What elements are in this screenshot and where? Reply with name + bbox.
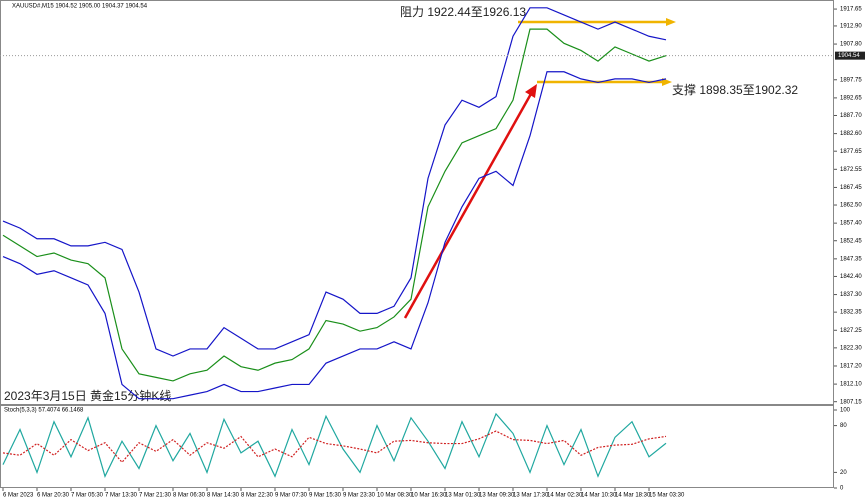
annotation: 2023年3月15日 黄金15分钟K线 bbox=[4, 388, 171, 403]
y-tick-label: 1897.75 bbox=[840, 77, 862, 83]
y-tick-label: 1867.45 bbox=[840, 185, 862, 191]
trend-arrowhead bbox=[525, 84, 537, 98]
annotation: 支撑 1898.35至1902.32 bbox=[672, 82, 798, 97]
y-tick-label: 1907.80 bbox=[840, 42, 862, 48]
series-line bbox=[2, 7, 667, 357]
series-line bbox=[2, 28, 667, 382]
y-tick-label: 1857.40 bbox=[840, 221, 862, 227]
y-tick-label: 1812.10 bbox=[840, 382, 862, 388]
x-tick-label: 9 Mar 23:30 bbox=[343, 493, 376, 499]
series-line bbox=[2, 71, 667, 400]
series-line bbox=[2, 430, 667, 464]
y-tick-label: 1862.50 bbox=[840, 203, 862, 209]
y-tick-label: 1817.20 bbox=[840, 364, 862, 370]
y-tick-label: 1882.60 bbox=[840, 131, 862, 137]
y-tick-label: 1917.65 bbox=[840, 7, 862, 13]
resistance-arrowhead bbox=[666, 18, 676, 26]
support-arrowhead bbox=[662, 78, 672, 86]
y-tick-label: 1877.65 bbox=[840, 149, 862, 155]
x-tick-label: 13 Mar 17:30 bbox=[513, 493, 549, 499]
x-tick-label: 8 Mar 22:30 bbox=[241, 493, 274, 499]
y-tick-label: 20 bbox=[840, 470, 847, 476]
x-tick-label: 14 Mar 18:30 bbox=[615, 493, 651, 499]
x-tick-label: 15 Mar 03:30 bbox=[649, 493, 685, 499]
y-tick-label: 1822.30 bbox=[840, 345, 862, 351]
x-tick-label: 7 Mar 21:30 bbox=[139, 493, 172, 499]
x-tick-label: 9 Mar 15:30 bbox=[309, 493, 342, 499]
x-tick-label: 6 Mar 20:30 bbox=[37, 493, 70, 499]
y-tick-label: 80 bbox=[840, 423, 847, 429]
price-badge bbox=[835, 51, 865, 60]
y-tick-label: 100 bbox=[840, 408, 851, 414]
y-tick-label: 1842.40 bbox=[840, 274, 862, 280]
x-tick-label: 13 Mar 09:30 bbox=[479, 493, 515, 499]
x-tick-label: 6 Mar 2023 bbox=[3, 493, 34, 499]
x-tick-label: 14 Mar 10:30 bbox=[581, 493, 617, 499]
x-tick-label: 13 Mar 01:30 bbox=[445, 493, 481, 499]
trend-arrow bbox=[403, 91, 534, 319]
y-tick-label: 1832.35 bbox=[840, 310, 862, 316]
stoch-title: Stoch(5,3,3) 57.4074 66.1468 bbox=[4, 408, 84, 414]
x-tick-label: 14 Mar 02:30 bbox=[547, 493, 583, 499]
x-tick-label: 10 Mar 16:30 bbox=[411, 493, 447, 499]
y-tick-label: 1827.25 bbox=[840, 328, 862, 334]
y-tick-label: 1892.65 bbox=[840, 95, 862, 101]
y-tick-label: 0 bbox=[840, 486, 844, 492]
x-tick-label: 8 Mar 14:30 bbox=[207, 493, 240, 499]
chart-title: XAUUSD#,M15 1904.52 1905.00 1904.37 1904… bbox=[12, 4, 148, 10]
x-tick-label: 7 Mar 05:30 bbox=[71, 493, 104, 499]
y-tick-label: 1847.35 bbox=[840, 256, 862, 262]
main-frame bbox=[0, 0, 834, 405]
y-tick-label: 1837.30 bbox=[840, 292, 862, 298]
y-tick-label: 1852.45 bbox=[840, 238, 862, 244]
y-tick-label: 1872.55 bbox=[840, 167, 862, 173]
x-tick-label: 10 Mar 08:30 bbox=[377, 493, 413, 499]
x-tick-label: 7 Mar 13:30 bbox=[105, 493, 138, 499]
series-line bbox=[2, 412, 667, 478]
price-badge-label: 1904.54 bbox=[838, 53, 860, 59]
x-tick-label: 9 Mar 07:30 bbox=[275, 493, 308, 499]
y-tick-label: 1912.90 bbox=[840, 24, 862, 30]
annotation: 阻力 1922.44至1926.13 bbox=[400, 5, 526, 19]
stoch-frame bbox=[0, 405, 834, 488]
x-tick-label: 8 Mar 06:30 bbox=[173, 493, 206, 499]
y-tick-label: 1887.70 bbox=[840, 113, 862, 119]
y-tick-label: 1807.15 bbox=[840, 399, 862, 405]
